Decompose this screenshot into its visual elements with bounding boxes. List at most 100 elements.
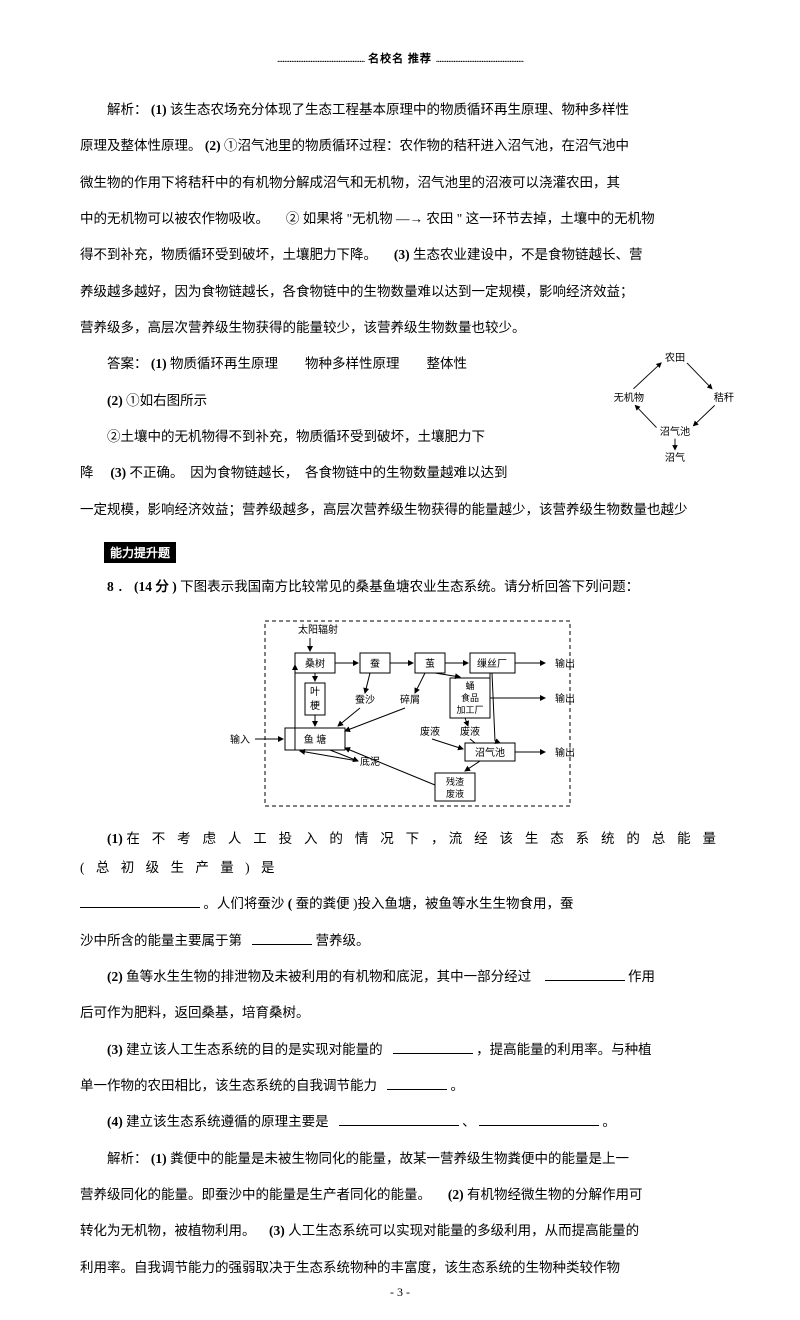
text: 有机物经微生物的分解作用可 — [467, 1187, 643, 1202]
box-canzha1: 残渣 — [446, 776, 464, 787]
label: 答案： — [107, 356, 148, 371]
text: 原理及整体性原理。 — [80, 138, 202, 153]
text: 降 — [80, 465, 107, 480]
analysis-p1: 解析： (1) 该生态农场充分体现了生态工程基本原理中的物质循环再生原理、物种多… — [80, 96, 720, 124]
text: ② 如果将 "无机物 —→ 农田 " 这一环节去掉，土壤中的无机物 — [286, 211, 655, 226]
out3: 输出 — [555, 746, 575, 759]
dot: ． — [117, 579, 131, 594]
node-pool: 沼气池 — [660, 425, 690, 438]
sol-p3: 转化为无机物，被植物利用。 (3) 人工生态系统可以实现对能量的多级利用，从而提… — [80, 1217, 720, 1245]
blank-6 — [339, 1111, 459, 1126]
text: 作用 — [628, 969, 655, 984]
text: 物质循环再生原理 物种多样性原理 整体性 — [170, 356, 467, 371]
page-header: ........................................… — [80, 50, 720, 66]
analysis-p6: 养级越多越好，因为食物链越长，各食物链中的生物数量难以达到一定规模，影响经济效益… — [80, 278, 720, 306]
box-sangshu: 桑树 — [305, 657, 325, 670]
text: 营养级同化的能量。即蚕沙中的能量是生产者同化的能量。 — [80, 1187, 431, 1202]
q8-3b: 单一作物的农田相比，该生态系统的自我调节能力 。 — [80, 1072, 720, 1100]
page: ........................................… — [0, 0, 800, 1320]
text: ，提高能量的利用率。与种植 — [476, 1042, 652, 1057]
num: (2) — [107, 969, 123, 984]
box-yutang: 鱼 塘 — [304, 733, 327, 746]
num: (2) — [205, 138, 221, 153]
blank-1 — [80, 893, 200, 908]
text: 营养级。 — [316, 933, 370, 948]
text: 不正确。 因为食物链越长， 各食物链中的生物数量越难以达到 — [130, 465, 508, 480]
num: (1) — [107, 831, 123, 846]
box-yong3: 加工厂 — [456, 705, 483, 715]
text: 沙中所含的能量主要属于第 — [80, 933, 242, 948]
text: 中的无机物可以被农作物吸收。 — [80, 211, 269, 226]
box-ye: 叶 — [310, 686, 320, 698]
label-feiye1: 废液 — [420, 725, 440, 738]
text: 该生态农场充分体现了生态工程基本原理中的物质循环再生原理、物种多样性 — [170, 102, 629, 117]
num: (1) — [151, 356, 167, 371]
num: (2) — [107, 393, 123, 408]
blank-5 — [387, 1075, 447, 1090]
sol-p4: 利用率。自我调节能力的强弱取决于生态系统物种的丰富度，该生态系统的生物种类较作物 — [80, 1254, 720, 1282]
text: 在 不 考 虑 人 工 投 入 的 情 况 下 ，流 经 该 生 态 系 统 的… — [80, 831, 720, 874]
node-inorganic: 无机物 — [614, 391, 644, 404]
sol-p2: 营养级同化的能量。即蚕沙中的能量是生产者同化的能量。 (2) 有机物经微生物的分… — [80, 1181, 720, 1209]
label-feiye2: 废液 — [460, 725, 480, 738]
text: 得不到补充，物质循环受到破坏，土壤肥力下降。 — [80, 247, 377, 262]
paren: ( — [288, 896, 293, 911]
q8-1: (1) 在 不 考 虑 人 工 投 入 的 情 况 下 ，流 经 该 生 态 系… — [80, 825, 720, 882]
text: 。人们将蚕沙 — [203, 896, 287, 911]
q8-4: (4) 建立该生态系统遵循的原理主要是 、 。 — [80, 1108, 720, 1136]
num: (4) — [107, 1114, 123, 1129]
blank-3 — [545, 966, 625, 981]
num: (1) — [151, 102, 167, 117]
node-gas: 沼气 — [665, 451, 685, 464]
section-badge: 能力提升题 — [104, 542, 176, 563]
box-zhaoqichi: 沼气池 — [475, 746, 505, 759]
answer-p5: 一定规模，影响经济效益；营养级越多，高层次营养级生物获得的能量越少，该营养级生物… — [80, 496, 720, 524]
label-cansha: 蚕沙 — [355, 694, 375, 706]
out2: 输出 — [555, 692, 575, 705]
text: 。 — [451, 1078, 465, 1093]
page-footer: - 3 - — [0, 1285, 800, 1300]
box-canzha2: 废液 — [446, 788, 464, 799]
label: 解析： — [107, 1151, 148, 1166]
text: 建立该生态系统遵循的原理主要是 — [126, 1114, 329, 1129]
sol-p1: 解析： (1) 粪便中的能量是未被生物同化的能量，故某一营养级生物粪便中的能量是… — [80, 1145, 720, 1173]
mulberry-pond-diagram: 太阳辐射 桑树 蚕 茧 缫丝厂 输出 叶 梗 蚕沙 碎屑 蛹 食品 加工厂 输出 — [210, 613, 590, 813]
text: 。 — [602, 1114, 616, 1129]
text: 建立该人工生态系统的目的是实现对能量的 — [126, 1042, 383, 1057]
stem-text: 下图表示我国南方比较常见的桑基鱼塘农业生态系统。请分析回答下列问题： — [180, 579, 639, 594]
qnum: 8 — [107, 579, 114, 594]
label: 解析： — [107, 102, 148, 117]
num: (3) — [110, 465, 126, 480]
label-suixie: 碎屑 — [400, 693, 420, 706]
header-dots-left: ........................................… — [277, 53, 365, 65]
node-straw: 秸秆 — [714, 391, 734, 404]
score-close: 分 ) — [155, 579, 176, 594]
text: 蚕的粪便 )投入鱼塘，被鱼等水生生物食用，蚕 — [296, 896, 574, 911]
q8-1c: 沙中所含的能量主要属于第 营养级。 — [80, 927, 720, 955]
q8-3: (3) 建立该人工生态系统的目的是实现对能量的 ，提高能量的利用率。与种植 — [80, 1036, 720, 1064]
box-yong1: 蛹 — [465, 681, 474, 691]
text: ①如右图所示 — [126, 393, 207, 408]
q8-2: (2) 鱼等水生生物的排泄物及未被利用的有机物和底泥，其中一部分经过 作用 — [80, 963, 720, 991]
text: 人工生态系统可以实现对能量的多级利用，从而提高能量的 — [288, 1223, 639, 1238]
analysis-p2: 原理及整体性原理。 (2) ①沼气池里的物质循环过程：农作物的秸秆进入沼气池，在… — [80, 132, 720, 160]
text: 单一作物的农田相比，该生态系统的自我调节能力 — [80, 1078, 377, 1093]
header-label: 名校名 推荐 — [368, 53, 432, 65]
text: 粪便中的能量是未被生物同化的能量，故某一营养级生物粪便中的能量是上一 — [170, 1151, 629, 1166]
q8-2b: 后可作为肥料，返回桑基，培育桑树。 — [80, 999, 720, 1027]
num: (2) — [448, 1187, 464, 1202]
q8-1b: 。人们将蚕沙 ( 蚕的粪便 )投入鱼塘，被鱼等水生生物食用，蚕 — [80, 890, 720, 918]
num: (3) — [394, 247, 410, 262]
cycle-diagram: 农田 无机物 秸秆 沼气池 沼气 — [600, 350, 750, 470]
score-open: (14 — [134, 579, 152, 594]
q8-stem: 8 ． (14 分 ) 下图表示我国南方比较常见的桑基鱼塘农业生态系统。请分析回… — [80, 573, 720, 601]
num: (3) — [107, 1042, 123, 1057]
box-can: 蚕 — [370, 658, 380, 670]
blank-2 — [252, 930, 312, 945]
analysis-p3: 微生物的作用下将秸秆中的有机物分解成沼气和无机物，沼气池里的沼液可以浇灌农田，其 — [80, 169, 720, 197]
box-jian: 茧 — [425, 657, 435, 670]
out1: 输出 — [555, 657, 575, 670]
sun-label: 太阳辐射 — [298, 623, 338, 636]
box-yong2: 食品 — [461, 692, 479, 703]
answer-block: 农田 无机物 秸秆 沼气池 沼气 答案： (1) 物质循环再生原理 物种多样性原… — [80, 350, 720, 487]
